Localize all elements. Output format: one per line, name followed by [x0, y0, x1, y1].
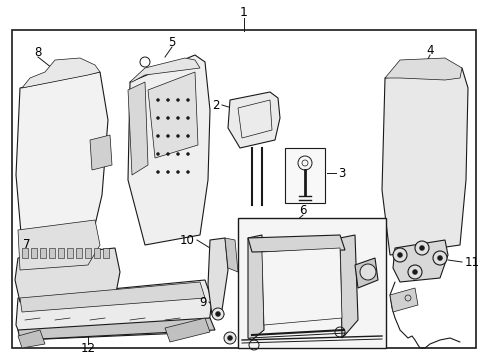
Circle shape — [397, 252, 402, 257]
Polygon shape — [67, 248, 73, 258]
Polygon shape — [339, 235, 357, 338]
Text: 12: 12 — [81, 342, 95, 355]
Polygon shape — [130, 58, 200, 82]
Polygon shape — [22, 248, 28, 258]
Circle shape — [166, 99, 169, 102]
Polygon shape — [15, 248, 120, 302]
Bar — [285, 148, 325, 203]
Circle shape — [176, 117, 179, 120]
Bar — [12, 30, 475, 348]
Circle shape — [186, 99, 189, 102]
Circle shape — [166, 171, 169, 174]
Text: 7: 7 — [22, 238, 30, 251]
Polygon shape — [224, 238, 238, 272]
Text: 2: 2 — [212, 99, 220, 112]
Polygon shape — [94, 248, 100, 258]
Polygon shape — [22, 58, 100, 88]
Circle shape — [400, 291, 414, 305]
Circle shape — [186, 153, 189, 156]
Polygon shape — [20, 282, 204, 312]
Polygon shape — [16, 72, 108, 245]
Polygon shape — [164, 318, 209, 342]
Polygon shape — [262, 248, 341, 325]
Polygon shape — [76, 248, 82, 258]
Circle shape — [407, 265, 421, 279]
Circle shape — [156, 135, 159, 138]
Circle shape — [437, 256, 442, 261]
Polygon shape — [18, 318, 215, 340]
Polygon shape — [18, 330, 45, 348]
Polygon shape — [18, 220, 100, 270]
Circle shape — [186, 135, 189, 138]
Text: 9: 9 — [199, 296, 206, 309]
Polygon shape — [90, 135, 112, 170]
Text: 6: 6 — [299, 203, 306, 216]
Polygon shape — [384, 58, 461, 80]
Polygon shape — [128, 82, 148, 175]
Polygon shape — [381, 68, 467, 255]
Polygon shape — [247, 235, 264, 340]
Circle shape — [176, 135, 179, 138]
Circle shape — [227, 336, 232, 341]
Circle shape — [419, 246, 424, 251]
Polygon shape — [49, 248, 55, 258]
Circle shape — [166, 117, 169, 120]
Circle shape — [176, 153, 179, 156]
Text: 4: 4 — [426, 44, 433, 57]
Circle shape — [414, 241, 428, 255]
Circle shape — [156, 99, 159, 102]
Circle shape — [186, 171, 189, 174]
Circle shape — [412, 270, 417, 274]
Polygon shape — [16, 280, 212, 340]
Polygon shape — [354, 258, 377, 288]
Bar — [238, 218, 385, 348]
Circle shape — [156, 153, 159, 156]
Text: 5: 5 — [168, 36, 175, 49]
Polygon shape — [58, 248, 64, 258]
Text: 1: 1 — [240, 5, 247, 18]
Circle shape — [166, 135, 169, 138]
Text: 11: 11 — [464, 256, 479, 269]
Circle shape — [176, 171, 179, 174]
Circle shape — [186, 117, 189, 120]
Circle shape — [392, 248, 406, 262]
Text: 10: 10 — [180, 234, 195, 247]
Polygon shape — [85, 248, 91, 258]
Polygon shape — [148, 72, 198, 158]
Text: 8: 8 — [34, 45, 41, 59]
Polygon shape — [247, 235, 345, 252]
Circle shape — [224, 332, 236, 344]
Polygon shape — [389, 288, 417, 312]
Text: 3: 3 — [337, 166, 345, 180]
Circle shape — [156, 171, 159, 174]
Polygon shape — [227, 92, 280, 148]
Polygon shape — [392, 240, 447, 282]
Circle shape — [156, 117, 159, 120]
Polygon shape — [103, 248, 109, 258]
Circle shape — [215, 311, 220, 316]
Polygon shape — [40, 248, 46, 258]
Circle shape — [359, 264, 375, 280]
Circle shape — [212, 308, 224, 320]
Polygon shape — [128, 55, 209, 245]
Circle shape — [432, 251, 446, 265]
Polygon shape — [207, 238, 227, 315]
Circle shape — [176, 99, 179, 102]
Circle shape — [166, 153, 169, 156]
Polygon shape — [31, 248, 37, 258]
